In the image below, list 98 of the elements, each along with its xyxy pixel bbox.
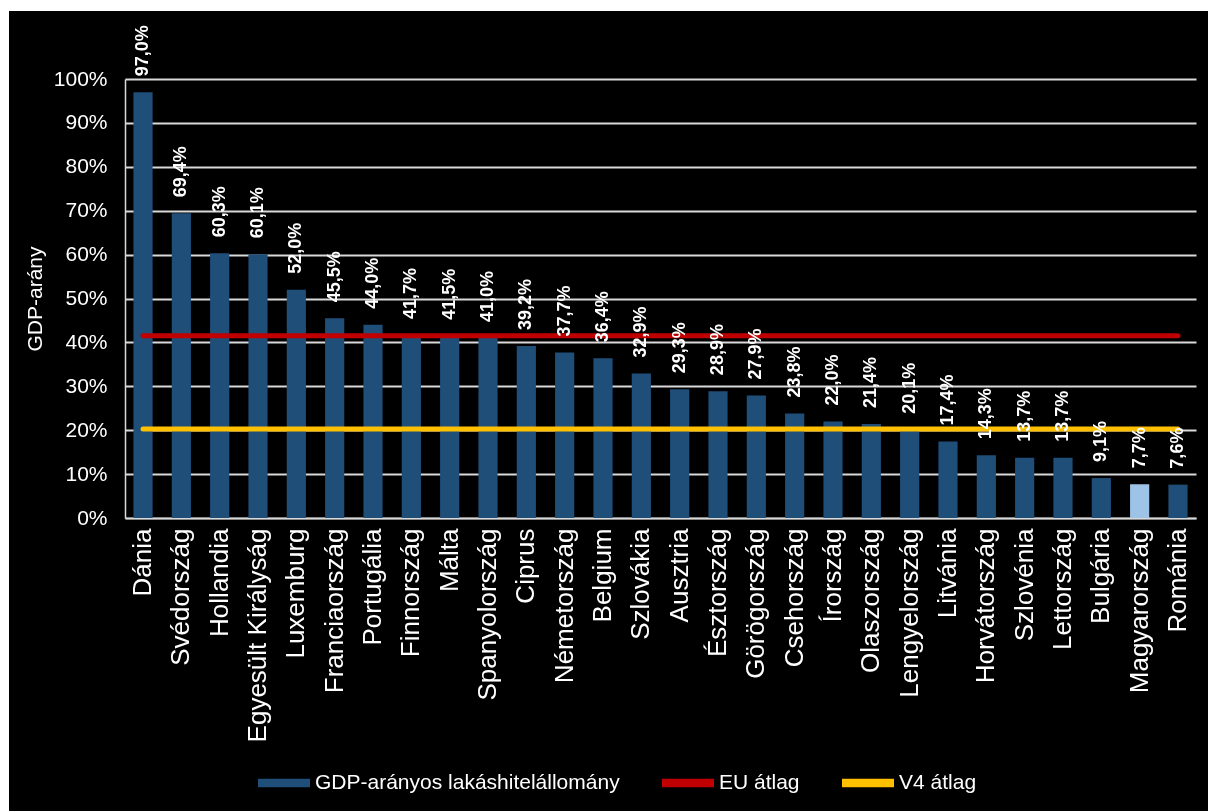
bar xyxy=(325,318,345,518)
data-label: 60,1% xyxy=(247,187,268,239)
y-tick-label: 40% xyxy=(65,329,108,353)
x-tick-label: Lengyelország xyxy=(893,528,924,698)
data-label: 29,3% xyxy=(668,322,689,374)
bar xyxy=(440,335,460,518)
data-label: 45,5% xyxy=(323,251,344,303)
x-tick-label: Ciprus xyxy=(510,528,541,604)
x-tick-label: Írország xyxy=(816,528,847,623)
bar xyxy=(631,373,651,518)
bar xyxy=(746,395,766,518)
bar xyxy=(900,429,920,518)
bar xyxy=(1053,457,1073,518)
bar xyxy=(1130,484,1150,518)
x-tick-label: Észtország xyxy=(702,528,732,658)
data-label: 21,4% xyxy=(860,357,881,409)
x-tick-label: Szlovákia xyxy=(625,527,656,640)
y-tick-label: 60% xyxy=(65,242,108,266)
x-tick-label: Bulgária xyxy=(1085,527,1116,624)
x-tick-label: Szlovénia xyxy=(1008,527,1039,642)
bar xyxy=(210,253,230,518)
bar xyxy=(516,345,536,518)
data-label: 13,7% xyxy=(1013,390,1034,442)
legend-label: EU átlag xyxy=(719,770,800,793)
y-tick-label: 10% xyxy=(65,461,108,485)
data-label: 52,0% xyxy=(285,222,306,274)
x-tick-label: Lettország xyxy=(1046,528,1077,650)
bar xyxy=(1091,478,1111,518)
x-tick-label: Málta xyxy=(433,527,464,593)
y-tick-label: 0% xyxy=(77,505,108,529)
x-tick-label: Görögország xyxy=(740,528,771,679)
bar xyxy=(670,389,690,518)
data-label: 7,7% xyxy=(1128,427,1149,469)
data-label: 32,9% xyxy=(630,306,651,358)
data-label: 41,7% xyxy=(400,267,421,319)
data-label: 7,6% xyxy=(1166,427,1187,469)
x-tick-label: Németország xyxy=(548,528,579,684)
y-axis-title: GDP-arány xyxy=(22,245,46,352)
data-label: 17,4% xyxy=(936,374,957,426)
bar xyxy=(823,421,843,518)
bar xyxy=(171,213,191,518)
x-tick-label: Olaszország xyxy=(855,528,886,673)
x-tick-label: Hollandia xyxy=(203,527,234,637)
x-tick-label: Svédország xyxy=(165,528,196,666)
bar xyxy=(248,254,268,518)
data-label: 13,7% xyxy=(1051,390,1072,442)
y-tick-label: 90% xyxy=(65,110,108,134)
y-tick-label: 100% xyxy=(53,66,108,90)
data-label: 60,3% xyxy=(208,186,229,238)
data-label: 14,3% xyxy=(975,388,996,440)
x-tick-label: Portugália xyxy=(357,527,388,646)
bar xyxy=(133,92,153,518)
data-label: 36,4% xyxy=(592,291,612,343)
data-label: 39,2% xyxy=(515,278,536,330)
y-tick-label: 50% xyxy=(65,286,108,309)
x-tick-label: Horvátország xyxy=(970,528,1001,684)
x-tick-label: Magyarország xyxy=(1123,528,1154,694)
bar xyxy=(478,338,498,518)
data-label: 20,1% xyxy=(898,362,919,414)
bar xyxy=(785,413,805,518)
x-tick-label: Luxemburg xyxy=(280,528,311,659)
bar xyxy=(363,324,383,518)
bar xyxy=(861,424,881,518)
bar xyxy=(1168,484,1188,518)
x-tick-label: Finnország xyxy=(395,528,426,658)
bar xyxy=(286,289,306,518)
x-tick-label: Franciaország xyxy=(318,528,349,694)
x-tick-label: Egyesült Királyság xyxy=(242,528,273,743)
bar xyxy=(708,391,728,518)
y-tick-label: 20% xyxy=(65,417,108,441)
data-label: 41,0% xyxy=(477,270,498,323)
data-label: 22,0% xyxy=(821,354,842,406)
x-tick-label: Dánia xyxy=(127,527,158,597)
bar xyxy=(938,441,958,518)
bar xyxy=(593,358,613,518)
legend-label: V4 átlag xyxy=(899,770,977,793)
data-label: 44,0% xyxy=(362,257,383,309)
x-tick-label: Románia xyxy=(1161,527,1192,633)
data-label: 9,1% xyxy=(1090,421,1111,463)
legend-label: GDP-arányos lakáshitelállomány xyxy=(315,770,621,793)
bar xyxy=(555,352,575,518)
data-label: 97,0% xyxy=(132,25,153,77)
y-tick-label: 80% xyxy=(65,154,108,178)
data-label: 69,4% xyxy=(170,146,191,198)
y-tick-label: 30% xyxy=(65,373,108,397)
data-label: 28,9% xyxy=(707,324,727,376)
data-label: 37,7% xyxy=(553,285,574,337)
x-tick-label: Belgium xyxy=(587,528,617,623)
x-tick-label: Csehország xyxy=(778,528,809,668)
x-tick-label: Litvánia xyxy=(931,527,962,619)
x-tick-label: Spanyolország xyxy=(472,528,503,701)
data-label: 41,5% xyxy=(438,268,459,320)
bar xyxy=(1015,457,1035,518)
data-label: 27,9% xyxy=(745,328,766,380)
bar xyxy=(976,455,996,518)
x-tick-label: Ausztria xyxy=(663,527,694,623)
y-tick-label: 70% xyxy=(65,198,108,222)
data-label: 23,8% xyxy=(783,346,804,398)
